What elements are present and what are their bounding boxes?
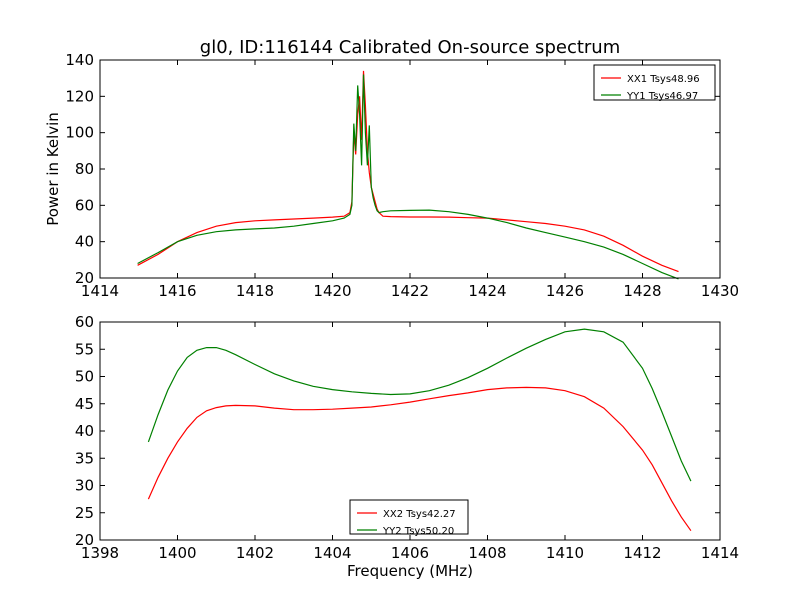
y-tick-label: 45: [75, 395, 94, 413]
x-tick-label: 1418: [236, 282, 274, 300]
bottom-plot-area: 1398 1400 1402 1404 1406 1408 1410 1412 1414 20 25…: [75, 313, 739, 562]
legend-label: YY1 Tsys46.97: [626, 91, 698, 102]
legend-label: XX1 Tsys48.96: [627, 74, 700, 85]
x-tick-label: 1428: [623, 282, 661, 300]
x-tick-label: 1426: [546, 282, 584, 300]
x-tick-label: 1406: [391, 544, 429, 562]
series-line-0-0: [137, 70, 679, 273]
x-tick-label: 1404: [313, 544, 351, 562]
chart-title: gl0, ID:116144 Calibrated On-source spec…: [200, 37, 620, 58]
x-tick-label: 1424: [468, 282, 506, 300]
x-tick-label: 1412: [623, 544, 661, 562]
x-tick-label: 1400: [158, 544, 196, 562]
legend-0: XX1 Tsys48.96 YY1 Tsys46.97: [593, 64, 716, 102]
x-tick-label: 1416: [158, 282, 196, 300]
y-tick-label: 20: [75, 269, 94, 287]
y-tick-label: 100: [65, 124, 94, 142]
legend-label: YY2 Tsys50.20: [382, 526, 454, 537]
x-tick-label: 1398: [81, 544, 119, 562]
x-tick-label: 1414: [81, 282, 119, 300]
legend-box: [593, 64, 716, 101]
x-tick-label: 1408: [468, 544, 506, 562]
y-tick-label: 35: [75, 449, 94, 467]
x-tick-label: 1430: [701, 282, 739, 300]
y-tick-label: 40: [75, 422, 94, 440]
legend-box: [349, 499, 469, 535]
y-tick-label: 20: [75, 531, 94, 549]
series-line-1-1: [147, 328, 692, 482]
y-tick-label: 60: [75, 196, 94, 214]
y-tick-label: 140: [65, 51, 94, 69]
x-tick-label: 1420: [313, 282, 351, 300]
x-tick-label: 1414: [701, 544, 739, 562]
y-tick-label: 50: [75, 368, 94, 386]
bottom-x-axis-label: Frequency (MHz): [347, 562, 473, 580]
x-tick-label: 1422: [391, 282, 429, 300]
series-line-0-1: [137, 74, 679, 280]
y-tick-label: 80: [75, 160, 94, 178]
y-tick-label: 55: [75, 340, 94, 358]
legend-label: XX2 Tsys42.27: [383, 509, 456, 520]
legend-1: XX2 Tsys42.27 YY2 Tsys50.20: [349, 499, 469, 537]
top-plot-area: 1414 1416 1418 1420 1422 1424 1426 1428 1430 20 40…: [65, 51, 739, 300]
y-tick-label: 40: [75, 233, 94, 251]
top-y-axis-label: Power in Kelvin: [44, 112, 62, 226]
y-tick-label: 25: [75, 504, 94, 522]
y-tick-label: 120: [65, 87, 94, 105]
y-tick-label: 60: [75, 313, 94, 331]
x-tick-label: 1410: [546, 544, 584, 562]
series-line-1-0: [147, 386, 692, 532]
y-tick-label: 30: [75, 477, 94, 495]
x-tick-label: 1402: [236, 544, 274, 562]
